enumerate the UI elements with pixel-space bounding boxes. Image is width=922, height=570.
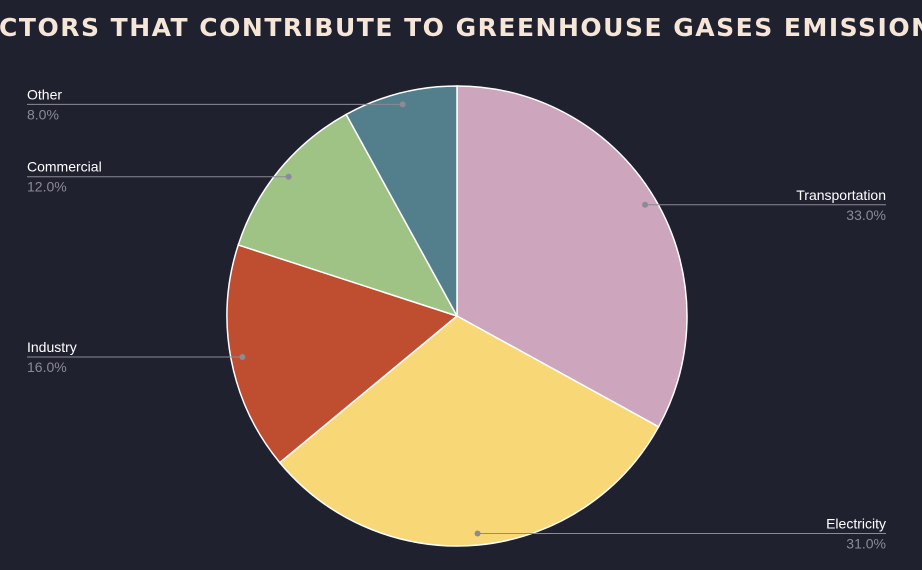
slice-value-label: 31.0% <box>846 536 886 552</box>
pie-slice <box>278 315 660 547</box>
pie-slice <box>237 113 459 318</box>
leader-dot <box>399 101 406 108</box>
leader-dot <box>474 530 481 537</box>
pie-slice <box>226 243 459 464</box>
pie-slice <box>456 85 688 428</box>
slice-value-label: 16.0% <box>27 359 67 375</box>
leader-dot <box>642 201 649 208</box>
slice-label: Other <box>27 86 62 102</box>
leader-dot <box>285 173 292 180</box>
slice-value-label: 33.0% <box>846 207 886 223</box>
slice-label: Industry <box>27 339 77 355</box>
slice-value-label: 8.0% <box>27 106 59 122</box>
pie-slice <box>345 85 458 317</box>
leader-dot <box>239 353 246 360</box>
slice-label: Transportation <box>796 187 886 203</box>
slice-value-label: 12.0% <box>27 179 67 195</box>
slice-label: Electricity <box>826 516 886 532</box>
chart-title: SECTORS THAT CONTRIBUTE TO GREENHOUSE GA… <box>0 13 922 42</box>
slice-label: Commercial <box>27 159 102 175</box>
